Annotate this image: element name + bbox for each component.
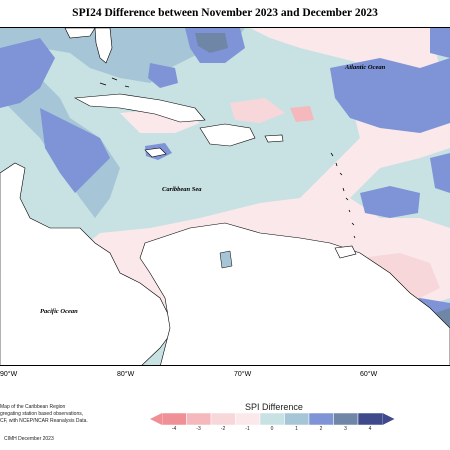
footnote-line: CF, with NCEP/NCAR Reanalysis Data. [0, 418, 88, 424]
caribbean-sea-label: Caribbean Sea [162, 186, 202, 193]
legend-tick-label: 4 [368, 426, 372, 432]
legend-swatch [161, 412, 187, 426]
legend-swatch [308, 412, 334, 426]
legend-tick-label: -1 [245, 426, 250, 432]
footnote-line: Map of the Caribbean Region [0, 404, 66, 410]
gulf-coast [64, 28, 96, 39]
lon-label: 60°W [360, 371, 378, 378]
legend-swatch [186, 412, 212, 426]
legend-tick-label: 3 [344, 426, 347, 432]
cuba [73, 93, 206, 123]
map-canvas [0, 28, 450, 365]
land-masses [0, 28, 450, 365]
lake-maracaibo [219, 250, 233, 269]
strong-positive-florida [195, 33, 228, 53]
positive-zone-gulf [0, 38, 55, 108]
legend-tick-label: 1 [295, 426, 298, 432]
legend-swatch [259, 412, 285, 426]
legend-tick-label: 2 [319, 426, 323, 432]
footnote-line: gregating station based observations, [0, 411, 84, 417]
legend-title: SPI Difference [245, 402, 303, 412]
small-islands [99, 77, 356, 239]
trinidad [334, 245, 357, 259]
hispaniola [199, 123, 256, 147]
legend-tick-label: -4 [171, 426, 177, 432]
positive-zone-ne [430, 28, 450, 58]
florida [94, 28, 113, 64]
legend-tick-label: -2 [220, 426, 226, 432]
positive-zone-yucatan [40, 108, 110, 193]
central-america [0, 162, 176, 365]
legend-swatch [210, 412, 236, 426]
pacific-ocean-label: Pacific Ocean [40, 308, 78, 315]
legend-tick-label: 0 [270, 426, 274, 432]
positive-zone-lesser-antilles [360, 186, 420, 218]
atlantic-ocean-label: Atlantic Ocean [345, 64, 386, 71]
legend-swatch [333, 412, 359, 426]
positive-zone-atlantic [330, 58, 450, 133]
legend-swatch [284, 412, 310, 426]
lon-label: 90°W [0, 371, 18, 378]
map-title: SPI24 Difference between November 2023 a… [72, 7, 378, 19]
negative-spot [290, 106, 314, 122]
negative-zone-bahamas [230, 98, 285, 123]
puerto-rico [264, 134, 284, 143]
jamaica [144, 147, 167, 158]
legend-tick-label: -3 [196, 426, 201, 432]
map-area: Atlantic Ocean Caribbean Sea Pacific Oce… [0, 27, 450, 366]
lon-label: 80°W [117, 371, 135, 378]
positive-zone-east [430, 153, 450, 193]
legend-swatch [357, 412, 383, 426]
lon-label: 70°W [234, 371, 252, 378]
legend-swatch [235, 412, 261, 426]
legend-arrow-high [382, 413, 395, 425]
credit-text: CIMH December 2023 [4, 436, 54, 442]
legend-colorbar [150, 412, 395, 426]
south-america [139, 222, 450, 365]
legend-arrow-low [150, 413, 162, 425]
positive-zone-cuba [148, 63, 178, 88]
